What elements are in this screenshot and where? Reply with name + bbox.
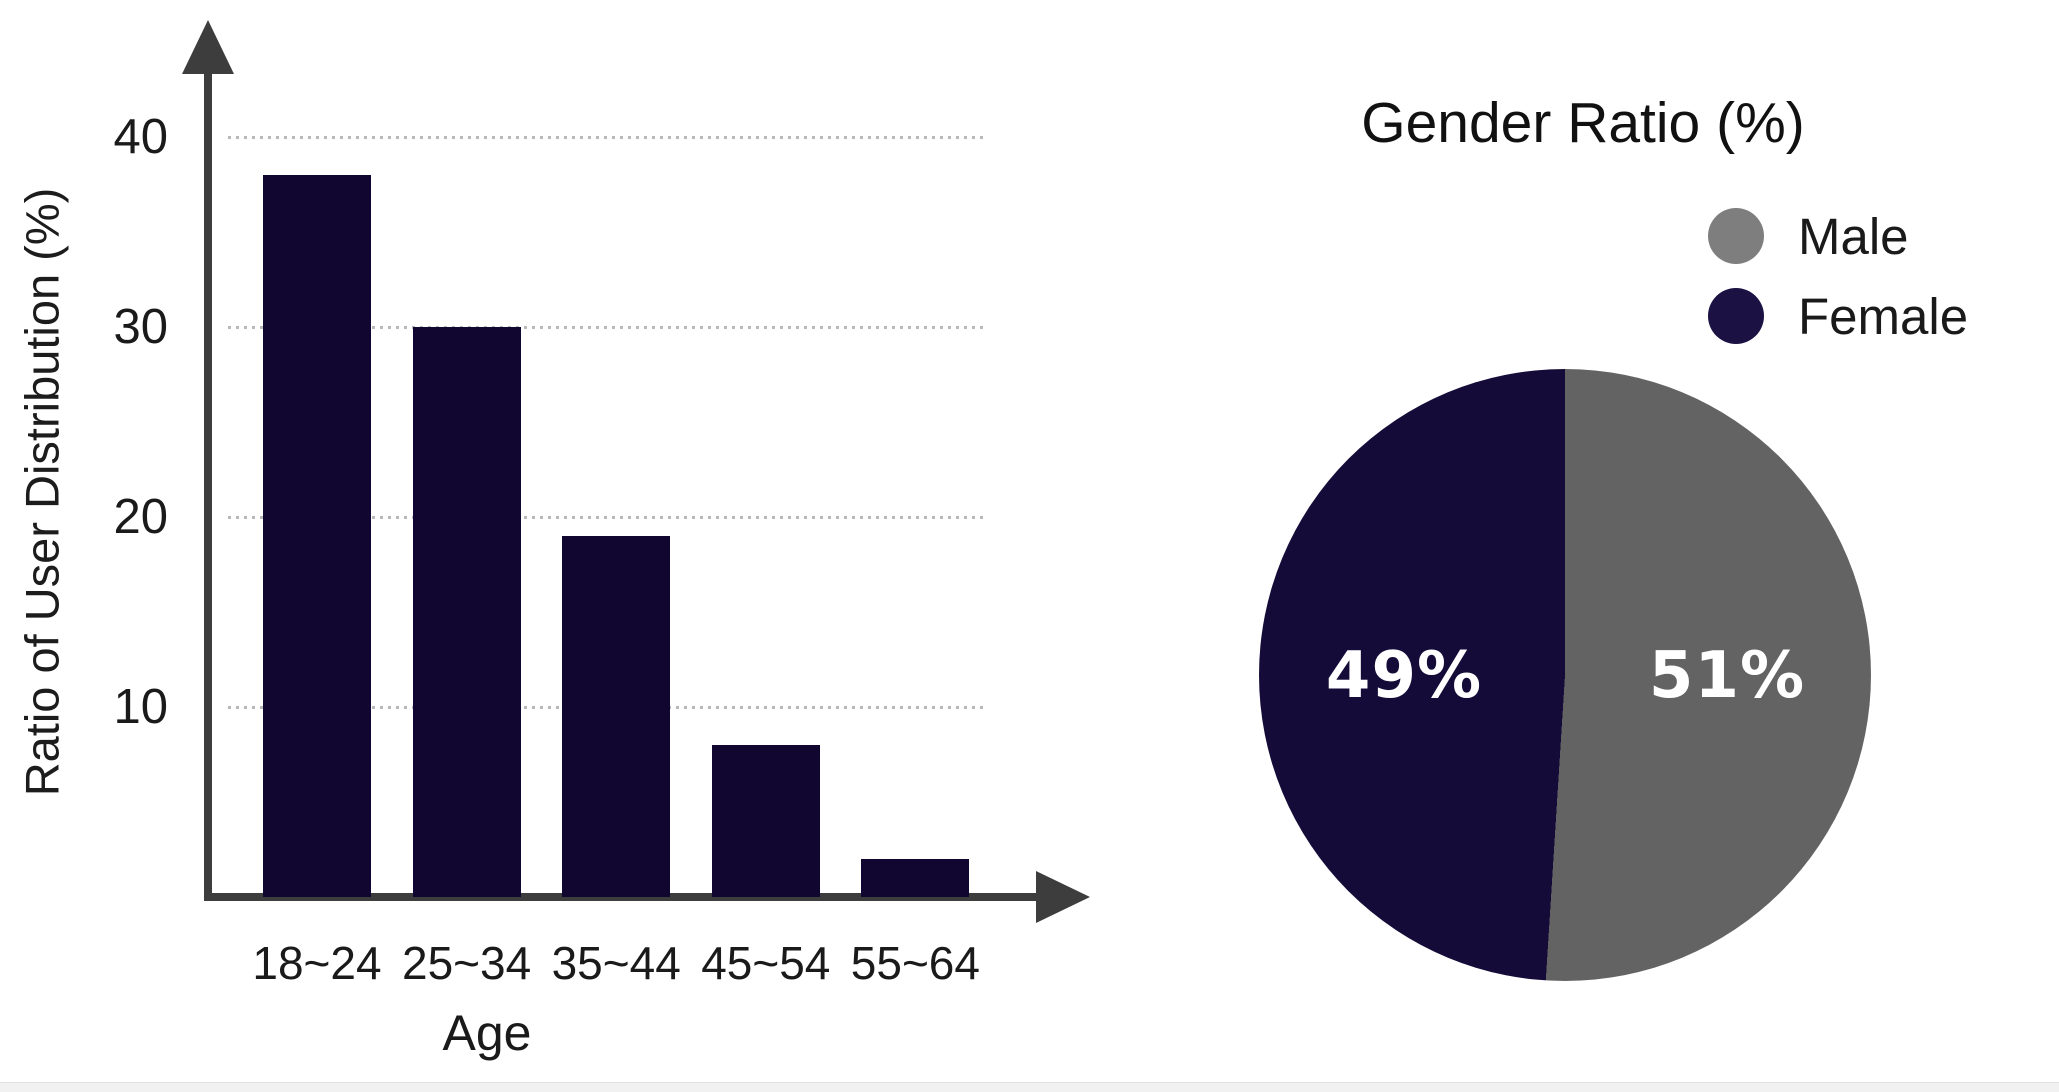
gridline	[228, 326, 986, 329]
y-axis-arrow-icon	[182, 20, 234, 74]
x-tick-label: 45~54	[701, 937, 831, 989]
bar-35~44	[562, 536, 671, 897]
gridline	[228, 516, 986, 519]
bar-45~54	[711, 745, 820, 897]
gridline	[228, 136, 986, 139]
y-tick-label: 20	[113, 490, 168, 544]
y-tick-label: 40	[113, 110, 168, 164]
y-tick-label: 10	[113, 680, 168, 734]
bottom-strip	[0, 1082, 2059, 1092]
x-tick-label: 55~64	[850, 937, 980, 989]
x-tick-label: 25~34	[401, 937, 532, 989]
x-tick-label: 35~44	[551, 937, 681, 989]
female-legend-dot-icon	[1708, 288, 1764, 344]
x-tick-label: 18~24	[252, 937, 382, 989]
pie-circle	[1259, 369, 1871, 981]
bar-25~34	[412, 327, 521, 897]
pie-chart-title: Gender Ratio (%)	[1361, 91, 1805, 155]
x-axis-title: Age	[442, 1005, 532, 1061]
male-slice-value-label: 51%	[1648, 639, 1806, 713]
x-axis-arrow-icon	[1036, 871, 1090, 923]
pie-legend: Male Female	[1708, 208, 1968, 368]
x-axis-line	[204, 893, 1042, 901]
y-axis-line	[204, 58, 212, 901]
male-legend-label: Male	[1798, 207, 1909, 265]
y-tick-label: 30	[113, 300, 168, 354]
bar-55~64	[861, 859, 970, 897]
bar-18~24	[263, 175, 371, 897]
legend-item-male: Male	[1708, 207, 1968, 265]
female-legend-label: Female	[1798, 287, 1969, 345]
legend-item-female: Female	[1708, 287, 1969, 345]
male-legend-dot-icon	[1708, 208, 1764, 264]
female-slice-value-label: 49%	[1325, 639, 1483, 713]
